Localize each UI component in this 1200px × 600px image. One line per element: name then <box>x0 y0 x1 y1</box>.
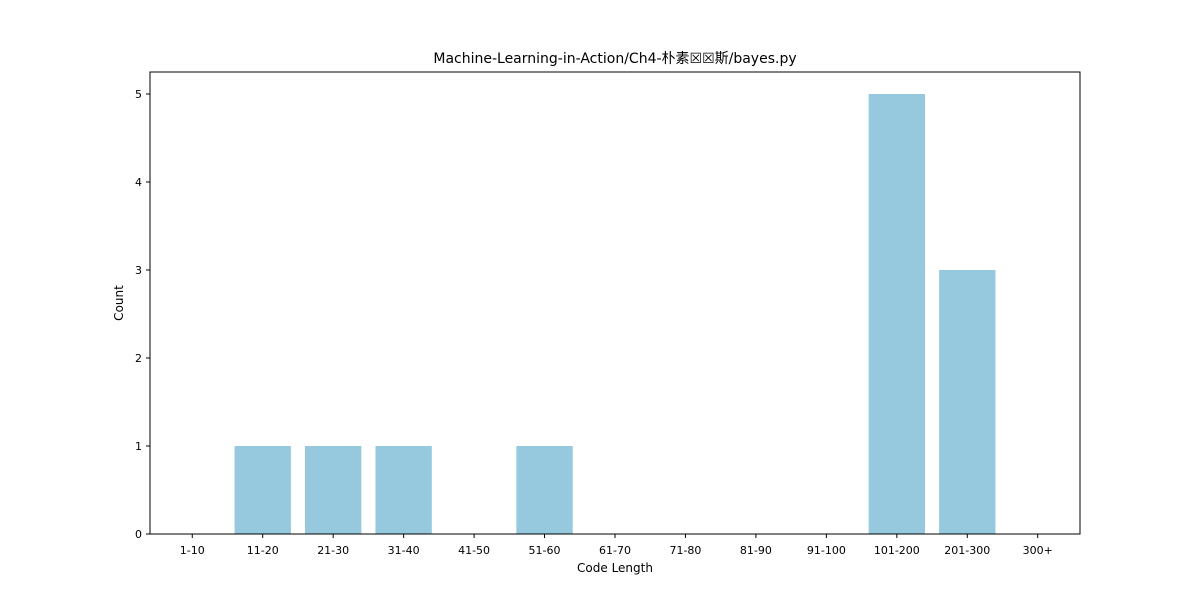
bar-21-30 <box>305 446 362 534</box>
x-tick-label: 300+ <box>1023 544 1053 557</box>
bar-11-20 <box>234 446 291 534</box>
bar-31-40 <box>375 446 432 534</box>
x-tick-label: 31-40 <box>388 544 420 557</box>
bar-51-60 <box>516 446 573 534</box>
x-tick-label: 1-10 <box>180 544 205 557</box>
x-tick-label: 11-20 <box>247 544 279 557</box>
x-tick-label: 61-70 <box>599 544 631 557</box>
chart-title: Machine-Learning-in-Action/Ch4-朴素☒☒斯/bay… <box>433 51 796 67</box>
x-tick-label: 51-60 <box>529 544 561 557</box>
y-tick-label: 1 <box>135 440 142 453</box>
bars-layer <box>234 94 996 534</box>
x-tick-label: 21-30 <box>317 544 349 557</box>
y-tick-label: 2 <box>135 352 142 365</box>
x-tick-label: 91-100 <box>807 544 846 557</box>
y-tick-label: 3 <box>135 264 142 277</box>
x-tick-label: 41-50 <box>458 544 490 557</box>
y-tick-label: 5 <box>135 88 142 101</box>
x-tick-label: 101-200 <box>874 544 920 557</box>
bar-201-300 <box>939 270 996 534</box>
y-axis-ticks: 0 1 2 3 4 5 <box>135 88 150 541</box>
x-axis-ticks: 1-10 11-20 21-30 31-40 41-50 51-60 61-70 71-80 8… <box>180 534 1053 557</box>
bar-101-200 <box>868 94 925 534</box>
y-axis-label: Count <box>112 285 126 321</box>
y-tick-label: 4 <box>135 176 142 189</box>
x-axis-label: Code Length <box>577 561 653 575</box>
y-tick-label: 0 <box>135 528 142 541</box>
x-tick-label: 81-90 <box>740 544 772 557</box>
x-tick-label: 71-80 <box>669 544 701 557</box>
x-tick-label: 201-300 <box>944 544 990 557</box>
